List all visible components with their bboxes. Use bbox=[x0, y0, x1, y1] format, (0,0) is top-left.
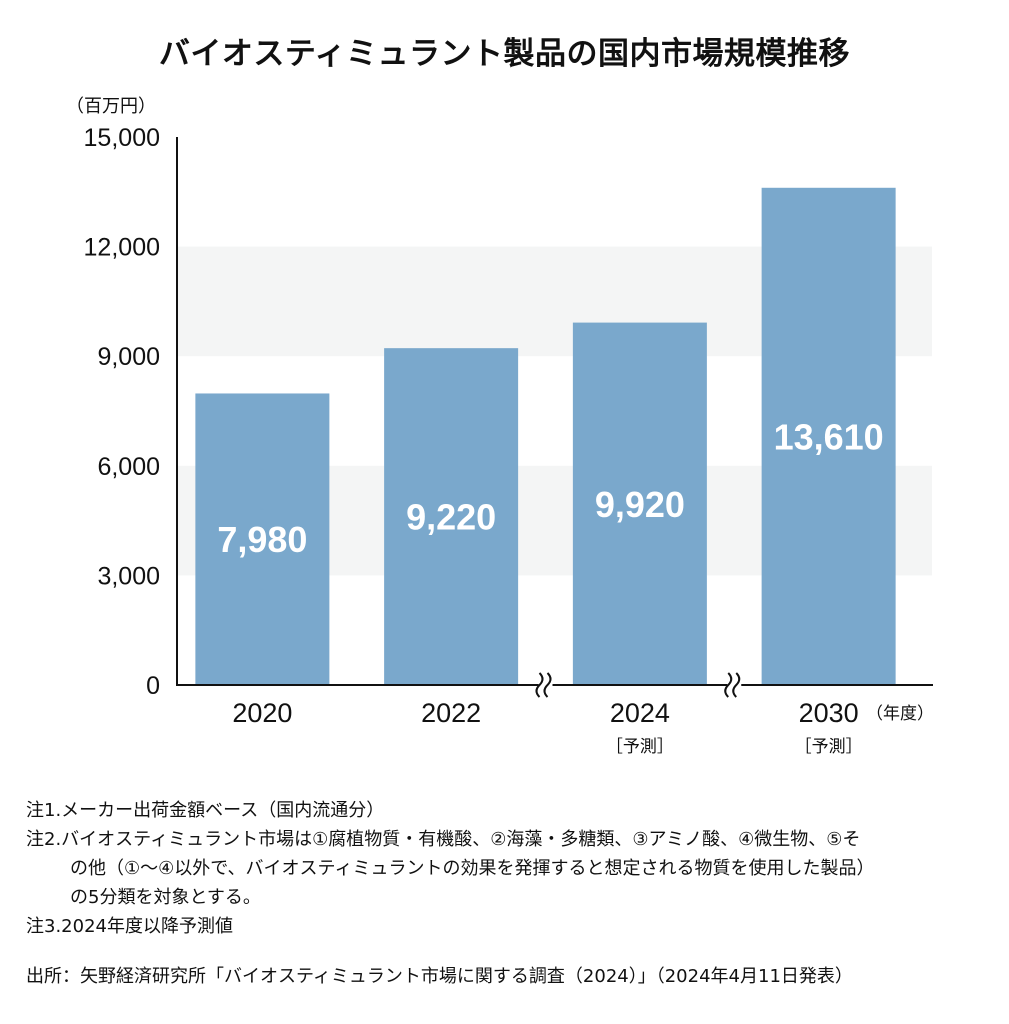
x-tick-label: 2030 bbox=[799, 698, 859, 728]
note-2-line-2: の他（①～④以外で、バイオスティミュラントの効果を発揮すると想定される物質を使用… bbox=[70, 858, 875, 879]
y-tick-label: 15,000 bbox=[84, 124, 160, 152]
y-tick-label: 3,000 bbox=[97, 562, 160, 590]
x-tick-label: 2020 bbox=[232, 698, 292, 728]
data-label-2022: 9,220 bbox=[406, 497, 496, 538]
data-label-2024: 9,920 bbox=[595, 484, 685, 525]
note-3: 注3.2024年度以降予測値 bbox=[26, 916, 233, 937]
chart-title: バイオスティミュラント製品の国内市場規模推移 bbox=[158, 36, 851, 72]
y-tick-label: 12,000 bbox=[84, 234, 160, 262]
axis-breaks bbox=[535, 671, 742, 699]
y-tick-label: 0 bbox=[146, 672, 160, 700]
bar-2030 bbox=[761, 187, 896, 686]
forecast-label: ［予測］ bbox=[795, 737, 863, 757]
data-label-2030: 13,610 bbox=[774, 416, 884, 457]
y-tick-label: 9,000 bbox=[97, 343, 160, 371]
axis-break-mark bbox=[535, 672, 544, 698]
note-2-line-1: 注2.バイオスティミュラント市場は①腐植物質・有機酸、②海藻・多糖類、③アミノ酸… bbox=[26, 829, 861, 850]
x-tick-label: 2024 bbox=[610, 698, 670, 728]
data-label-2020: 7,980 bbox=[217, 519, 307, 560]
note-2-line-3: の5分類を対象とする。 bbox=[70, 887, 261, 908]
axis-break-mark bbox=[732, 672, 741, 698]
bar-2024 bbox=[572, 322, 707, 685]
notes: 注1.メーカー出荷金額ベース（国内流通分） 注2.バイオスティミュラント市場は①… bbox=[26, 796, 991, 941]
source-citation: 出所：矢野経済研究所「バイオスティミュラント市場に関する調査（2024）」（20… bbox=[26, 966, 853, 987]
x-tick-label: 2022 bbox=[421, 698, 481, 728]
y-tick-label: 6,000 bbox=[97, 453, 160, 481]
note-1: 注1.メーカー出荷金額ベース（国内流通分） bbox=[26, 800, 385, 821]
y-axis-unit-label: （百万円） bbox=[66, 96, 156, 117]
bar-2020 bbox=[195, 393, 330, 685]
x-tick-labels: 2020 2022 2024 ［予測］ 2030 ［予測］ bbox=[232, 698, 862, 757]
bars: 7,980 9,220 9,920 13,610 bbox=[195, 187, 896, 686]
x-axis-unit-label: （年度） bbox=[866, 704, 934, 724]
bar-2022 bbox=[384, 348, 519, 685]
axis-break-mark bbox=[724, 672, 733, 698]
bar-chart: 7,980 9,220 9,920 13,610 0 3,000 6,000 9,000 12… bbox=[84, 124, 934, 757]
axis-break-mark bbox=[543, 672, 552, 698]
forecast-label: ［予測］ bbox=[606, 737, 674, 757]
y-tick-labels: 0 3,000 6,000 9,000 12,000 15,000 bbox=[84, 124, 160, 700]
